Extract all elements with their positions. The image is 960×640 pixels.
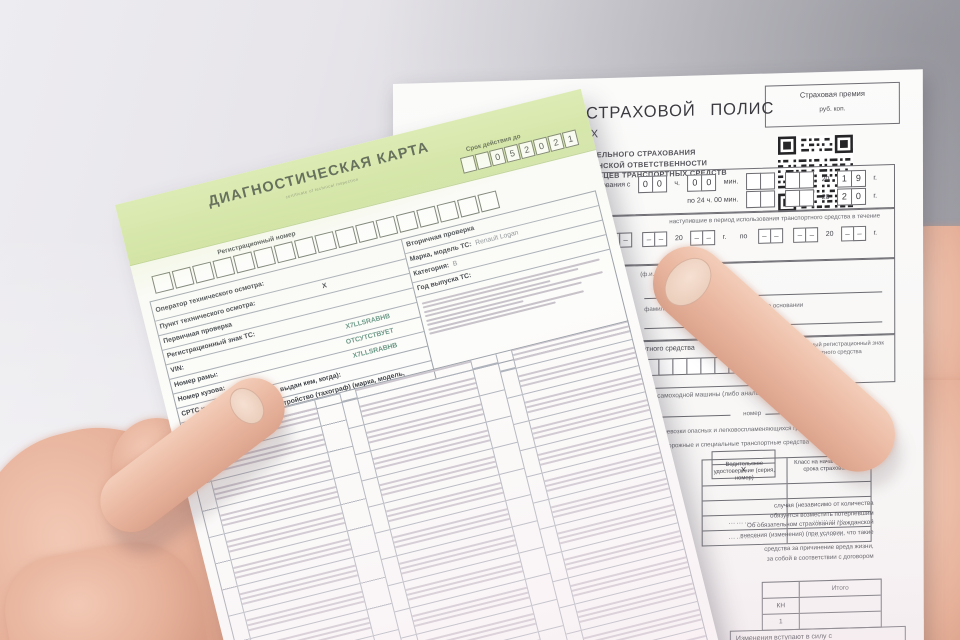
- term-year-box: 0: [850, 188, 866, 206]
- field-value: B: [452, 260, 459, 269]
- term-day-box: [759, 172, 775, 191]
- reg-number-box: [212, 256, 236, 279]
- premium-units: руб. коп.: [819, 105, 846, 114]
- insurance-policy-document: Страховая премия руб. коп. СТРАХОВОЙ ПОЛ…: [393, 69, 925, 640]
- usage-year-box: –: [702, 230, 716, 246]
- term-century: 20: [821, 194, 830, 202]
- reg-number-box: [416, 205, 440, 228]
- term-min-box: 0: [687, 174, 703, 193]
- term-month-box: [785, 171, 801, 190]
- term-to-label: по 24 ч. 00 мин.: [687, 196, 739, 206]
- term-year-box: 9: [850, 170, 866, 188]
- reg-number-box: [355, 220, 378, 243]
- term-year-unit: г.: [873, 174, 878, 182]
- reg-number-box: [436, 200, 460, 223]
- term-hour-box: 0: [637, 176, 653, 194]
- usage-caption: наступившие в период использования транс…: [669, 212, 881, 226]
- term-year-box: 2: [836, 188, 852, 206]
- reg-number-box: [151, 271, 175, 294]
- usage-month-box: –: [805, 227, 819, 243]
- reg-number-box: [314, 231, 338, 254]
- term-min-box: 0: [701, 174, 717, 192]
- special-vehicle-checkbox-label: дорожные и специальные транспортные сред…: [664, 438, 810, 450]
- reg-number-box: [273, 241, 297, 264]
- usage-period-row: г. с –– –– 20 –– г. по –– –– 20 –– г.: [579, 224, 880, 250]
- totals-table: Итого КН 1: [761, 578, 882, 631]
- reg-number-box: [395, 210, 419, 233]
- term-min-unit: мин.: [723, 178, 739, 187]
- license-header-left: Водительское удостоверение (серия, номер…: [702, 458, 788, 486]
- reg-number-box: [334, 226, 358, 249]
- usage-year-unit: г.: [873, 229, 878, 237]
- vehicle-id-box: [672, 358, 688, 376]
- nomer-label: номер: [743, 409, 762, 418]
- field-label: VIN:: [170, 364, 185, 375]
- reg-number-box: [232, 251, 256, 274]
- totals-row-label: 1: [762, 613, 800, 630]
- term-year-unit: г.: [873, 192, 878, 200]
- term-day-box: [745, 173, 761, 191]
- usage-century: 20: [674, 235, 683, 243]
- reg-number-box: [293, 236, 317, 259]
- term-hour-box: 0: [651, 175, 667, 194]
- premium-label: Страховая премия: [799, 88, 865, 100]
- usage-year-unit: г.: [722, 234, 727, 242]
- term-year-box: 1: [836, 170, 852, 188]
- term-month-box: [785, 189, 801, 208]
- vehicle-id-box: [658, 358, 674, 376]
- reg-number-box: [253, 246, 277, 269]
- reg-number-box: [171, 266, 195, 289]
- usage-day-box: –: [769, 228, 783, 244]
- usage-year-box: –: [852, 226, 867, 242]
- policy-footer-note: Изменения вступают в силу с: [729, 625, 906, 640]
- totals-header: Итого: [831, 584, 849, 592]
- reg-number-box: [477, 190, 501, 213]
- term-month-box: [799, 171, 815, 189]
- validity-box: 1: [561, 129, 580, 149]
- policy-title: СТРАХОВОЙ ПОЛИС: [585, 99, 775, 123]
- field-value: X: [321, 282, 328, 291]
- totals-row-label: КН: [762, 597, 800, 614]
- reg-number-box: [456, 195, 480, 218]
- vehicle-id-box: [686, 357, 702, 376]
- usage-month-box: –: [654, 231, 668, 248]
- usage-to-label: по: [739, 233, 748, 241]
- term-day-box: [759, 190, 775, 209]
- usage-day-box: –: [619, 232, 633, 249]
- reg-number-box: [192, 261, 215, 284]
- term-century: 20: [821, 176, 830, 184]
- term-month-box: [799, 189, 815, 207]
- usage-century: 20: [825, 231, 834, 239]
- term-day-box: [745, 191, 761, 209]
- seria-line: [660, 406, 731, 418]
- term-hour-unit: ч.: [674, 180, 680, 188]
- reg-number-box: [375, 215, 399, 238]
- insurance-premium-box: Страховая премия руб. коп.: [764, 81, 900, 128]
